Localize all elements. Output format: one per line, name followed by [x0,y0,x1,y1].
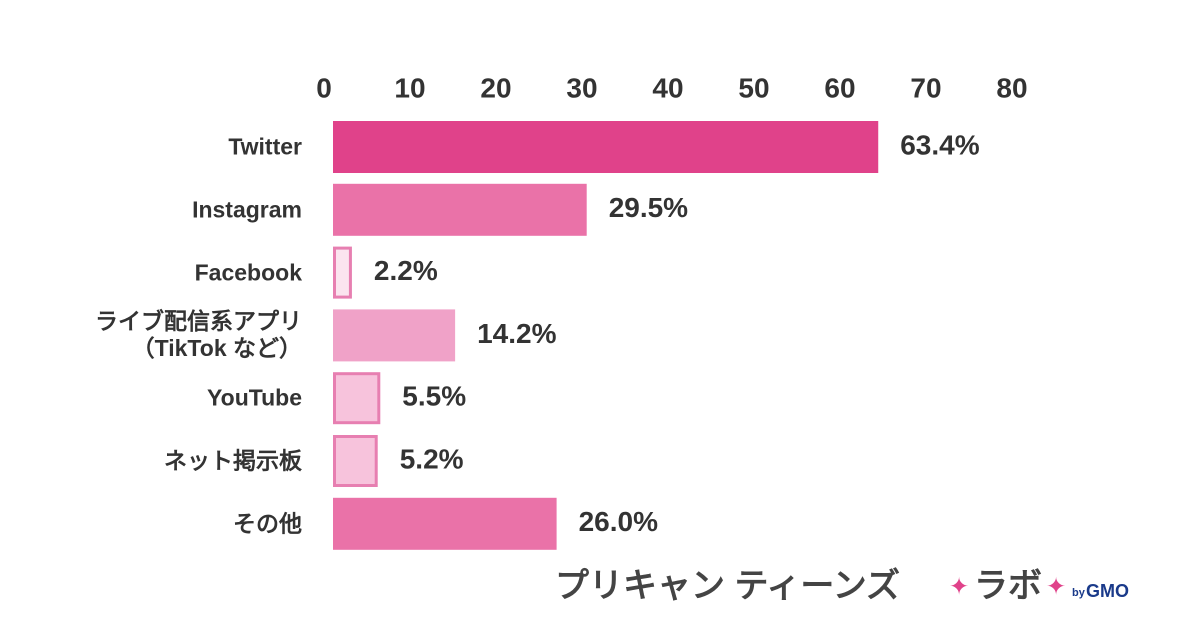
value-label: 26.0% [579,506,658,537]
value-label: 14.2% [477,318,556,349]
brand-by: by [1072,587,1086,599]
x-tick-label: 40 [652,72,683,103]
x-tick-label: 20 [480,72,511,103]
sparkle: ✦ [949,573,969,600]
category-label: ライブ配信系アプリ （TikTok など） [95,308,302,362]
value-label: 63.4% [900,129,979,160]
brand: プリキャン ティーンズ ✦ ラボ ✦ by GMO [555,566,1129,605]
brand-sub: ラボ [974,567,1042,605]
x-tick-label: 60 [824,72,855,103]
bar [333,372,381,425]
category-label: Facebook [194,259,302,286]
category-label: ネット掲示板 [164,447,302,474]
bar [333,246,352,299]
bar [333,497,557,550]
bar [333,121,879,173]
bar [333,183,587,236]
x-tick-label: 0 [316,72,332,103]
category-label: Twitter [228,133,302,160]
category-label: その他 [233,510,302,537]
brand-name: プリキャン ティーンズ [555,566,900,605]
x-tick-label: 50 [738,72,769,103]
category-label: YouTube [207,384,302,411]
x-tick-label: 30 [566,72,597,103]
value-label: 29.5% [609,192,688,223]
sparkle: ✦ [1046,573,1066,600]
value-label: 5.2% [400,443,464,474]
bar [333,309,456,362]
x-tick-label: 10 [394,72,425,103]
value-label: 2.2% [374,255,438,286]
x-tick-label: 70 [910,72,941,103]
x-tick-label: 80 [996,72,1027,103]
category-label: Instagram [192,196,302,223]
brand-company: GMO [1086,581,1129,601]
value-label: 5.5% [402,381,466,412]
bar [333,435,378,487]
